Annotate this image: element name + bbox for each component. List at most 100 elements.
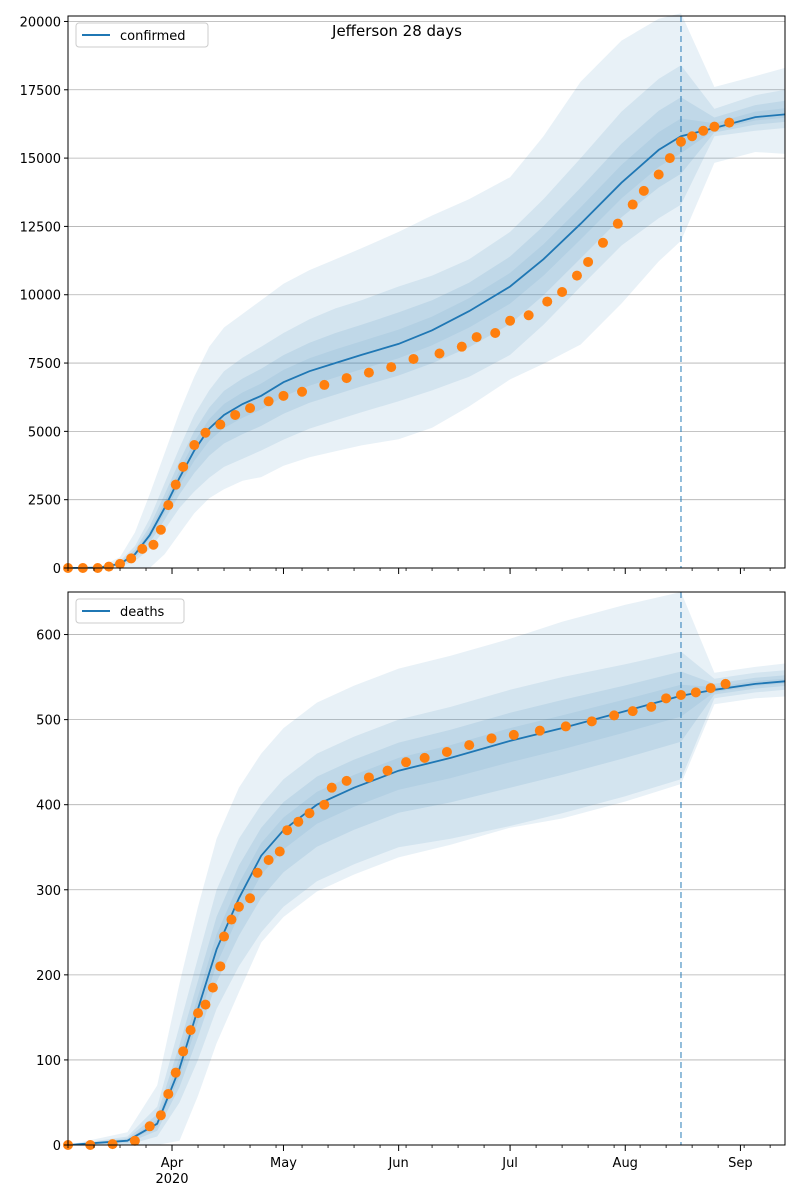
observed-point-1-22: [293, 816, 304, 827]
observed-point-0-18: [278, 390, 289, 401]
observed-point-0-17: [263, 396, 274, 407]
observed-point-0-3: [103, 561, 114, 572]
observed-point-0-30: [523, 310, 534, 321]
observed-point-0-38: [638, 185, 649, 196]
observed-point-1-5: [155, 1110, 166, 1121]
observed-point-1-25: [326, 782, 337, 793]
y-tick-label-0-2: 5000: [28, 425, 61, 440]
legend-label-1: deaths: [120, 605, 165, 620]
observed-point-0-13: [200, 427, 211, 438]
band-core-0: [68, 108, 785, 568]
observed-point-1-11: [200, 999, 211, 1010]
observed-point-0-34: [583, 256, 594, 267]
y-tick-label-0-5: 12500: [20, 220, 61, 235]
observed-point-1-27: [363, 772, 374, 783]
observed-point-0-28: [490, 327, 501, 338]
x-tick-sublabel-1-0: 2020: [155, 1172, 188, 1187]
x-tick-label-1-2: Jun: [387, 1156, 408, 1171]
observed-point-1-44: [705, 683, 716, 694]
observed-point-0-43: [698, 125, 709, 136]
y-tick-label-0-0: 0: [53, 562, 61, 577]
figure-title: Jefferson 28 days: [331, 22, 462, 40]
observed-point-1-19: [263, 854, 274, 865]
observed-point-0-10: [170, 479, 181, 490]
observed-point-0-39: [653, 169, 664, 180]
observed-point-0-7: [148, 539, 159, 550]
band-core-1: [68, 678, 785, 1145]
observed-point-1-3: [129, 1135, 140, 1146]
observed-point-1-43: [690, 687, 701, 698]
observed-point-0-26: [456, 341, 467, 352]
observed-point-1-16: [233, 901, 244, 912]
observed-point-0-27: [471, 332, 482, 343]
observed-point-1-4: [144, 1121, 155, 1132]
x-tick-label-1-4: Aug: [613, 1156, 638, 1171]
observed-point-1-26: [341, 775, 352, 786]
observed-point-0-11: [178, 461, 189, 472]
observed-point-1-45: [720, 678, 731, 689]
observed-point-0-33: [571, 270, 582, 281]
observed-point-1-28: [382, 765, 393, 776]
x-tick-label-1-5: Sep: [728, 1156, 753, 1171]
observed-point-0-14: [215, 419, 226, 430]
observed-point-1-24: [319, 799, 330, 810]
observed-point-0-31: [542, 296, 553, 307]
observed-point-1-15: [226, 914, 237, 925]
observed-point-0-9: [163, 500, 174, 511]
observed-point-0-8: [155, 524, 166, 535]
y-tick-label-1-5: 500: [36, 714, 61, 729]
legend-box-0: [75, 22, 209, 48]
observed-point-1-37: [586, 716, 597, 727]
observed-point-0-42: [687, 131, 698, 142]
observed-point-1-32: [464, 740, 475, 751]
legend-0: confirmed: [75, 22, 209, 48]
observed-point-1-9: [185, 1025, 196, 1036]
observed-point-0-15: [230, 409, 241, 420]
observed-point-0-6: [137, 543, 148, 554]
y-tick-label-1-1: 100: [36, 1054, 61, 1069]
y-tick-label-0-7: 17500: [20, 84, 61, 99]
observed-point-0-36: [612, 218, 623, 229]
y-tick-label-1-0: 0: [53, 1139, 61, 1154]
observed-point-1-38: [609, 710, 620, 721]
observed-point-0-40: [664, 153, 675, 164]
model-line-0: [67, 113, 786, 569]
model-line-1: [67, 680, 786, 1146]
observed-point-1-8: [178, 1046, 189, 1057]
observed-point-1-33: [486, 733, 497, 744]
observed-point-1-21: [282, 825, 293, 836]
band-outer-1: [68, 592, 785, 1145]
observed-point-1-40: [646, 701, 657, 712]
y-tick-label-0-3: 7500: [28, 357, 61, 372]
confirmed-panel: 0 2500 5000 7500 10000 12500 15000 17500 20000 co…: [20, 13, 786, 577]
observed-point-1-36: [560, 721, 571, 732]
band-outer-0: [68, 13, 785, 569]
y-tick-label-1-6: 600: [36, 629, 61, 644]
band-inner-1: [68, 671, 785, 1145]
observed-point-0-4: [115, 558, 126, 569]
observed-point-1-14: [219, 931, 230, 942]
observed-point-0-35: [597, 237, 608, 248]
observed-point-0-23: [386, 362, 397, 373]
observed-point-0-41: [675, 136, 686, 147]
observed-point-1-13: [215, 961, 226, 972]
x-tick-label-1-1: May: [270, 1156, 297, 1171]
observed-point-1-7: [170, 1067, 181, 1078]
observed-point-0-16: [245, 403, 256, 414]
observed-point-1-34: [508, 729, 519, 740]
observed-point-1-41: [661, 693, 672, 704]
y-tick-label-0-4: 10000: [20, 289, 61, 304]
x-tick-label-1-0: Apr: [161, 1156, 184, 1171]
observed-point-0-32: [557, 287, 568, 297]
observed-point-0-25: [434, 348, 445, 359]
observed-point-1-2: [107, 1139, 118, 1150]
observed-point-0-24: [408, 353, 419, 364]
observed-point-1-29: [401, 757, 412, 768]
legend-1: deaths: [75, 598, 185, 624]
y-tick-label-1-4: 400: [36, 799, 61, 814]
observed-point-1-18: [252, 867, 263, 878]
observed-point-1-31: [441, 746, 452, 757]
observed-point-1-17: [245, 893, 256, 904]
